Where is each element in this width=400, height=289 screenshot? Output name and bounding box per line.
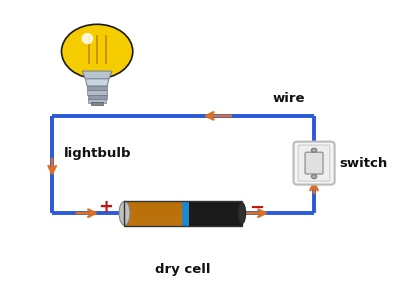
Bar [124,213,186,216]
Ellipse shape [62,24,133,79]
Bar [91,102,103,105]
Polygon shape [82,71,112,79]
Circle shape [311,175,317,179]
Ellipse shape [238,203,246,224]
Bar [124,207,186,210]
Bar [124,201,186,204]
FancyBboxPatch shape [298,145,330,181]
Text: wire: wire [273,92,306,105]
Ellipse shape [82,33,93,44]
Bar [124,223,186,226]
Bar [124,216,186,219]
Bar [182,201,189,226]
Bar [124,210,186,213]
Bar [124,219,186,223]
Text: dry cell: dry cell [155,263,211,276]
Text: switch: switch [340,157,388,170]
FancyBboxPatch shape [296,143,335,185]
Text: +: + [98,198,113,216]
Bar [124,201,186,226]
Bar [88,95,106,99]
Text: lightbulb: lightbulb [63,147,131,160]
Ellipse shape [119,201,130,225]
Bar [124,204,186,207]
Bar [87,86,107,90]
Bar [124,201,242,226]
Bar [186,201,242,226]
Bar [87,90,107,95]
Bar [88,99,106,103]
Text: −: − [249,199,264,216]
Polygon shape [86,79,109,86]
FancyBboxPatch shape [305,152,323,174]
FancyBboxPatch shape [294,142,334,185]
Circle shape [311,148,317,152]
